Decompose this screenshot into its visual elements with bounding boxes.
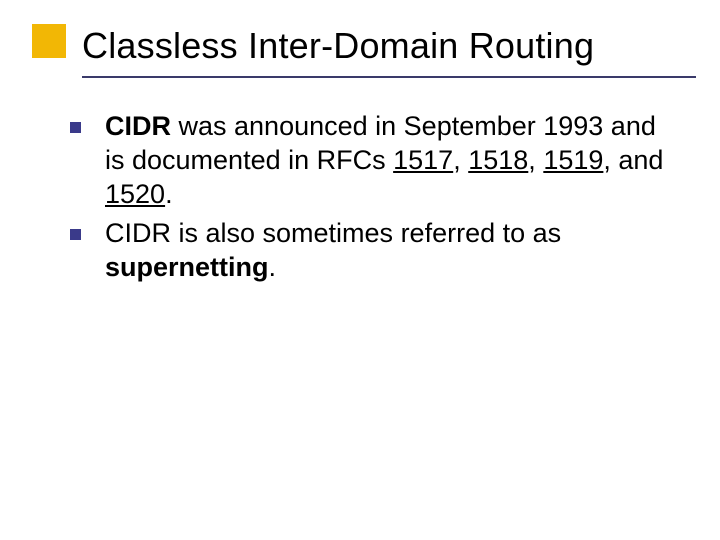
text-segment: , (453, 145, 468, 175)
square-bullet-icon (70, 229, 81, 240)
title-block: Classless Inter-Domain Routing (82, 26, 696, 78)
bullet-item: CIDR is also sometimes referred to as su… (70, 217, 680, 285)
title-underline (82, 76, 696, 78)
bullet-text: CIDR was announced in September 1993 and… (105, 110, 680, 211)
rfc-link[interactable]: 1520 (105, 179, 165, 209)
bullet-item: CIDR was announced in September 1993 and… (70, 110, 680, 211)
text-segment: supernetting (105, 252, 269, 282)
text-segment: , (528, 145, 543, 175)
accent-square (32, 24, 66, 58)
slide-body: CIDR was announced in September 1993 and… (70, 110, 680, 291)
rfc-link[interactable]: 1519 (543, 145, 603, 175)
text-segment: , and (603, 145, 663, 175)
text-segment: CIDR is also sometimes referred to as (105, 218, 561, 248)
text-segment: . (165, 179, 173, 209)
text-segment: CIDR (105, 111, 171, 141)
slide-title: Classless Inter-Domain Routing (82, 26, 696, 74)
bullet-text: CIDR is also sometimes referred to as su… (105, 217, 680, 285)
rfc-link[interactable]: 1517 (393, 145, 453, 175)
square-bullet-icon (70, 122, 81, 133)
rfc-link[interactable]: 1518 (468, 145, 528, 175)
text-segment: . (269, 252, 277, 282)
